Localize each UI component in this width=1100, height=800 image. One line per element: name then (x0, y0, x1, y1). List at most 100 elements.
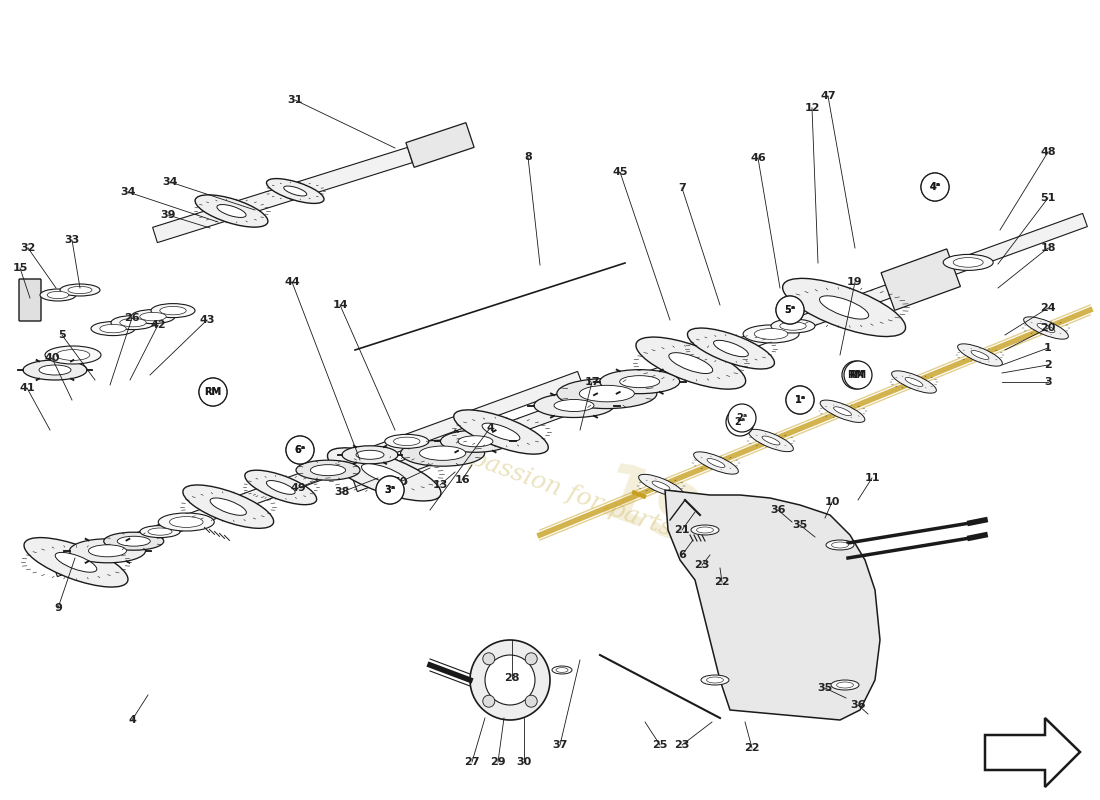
Ellipse shape (47, 291, 69, 298)
Ellipse shape (820, 296, 869, 319)
Text: 10: 10 (824, 497, 839, 507)
Circle shape (726, 408, 754, 436)
Text: 33: 33 (65, 235, 79, 245)
Text: 25: 25 (652, 740, 668, 750)
Ellipse shape (183, 485, 274, 528)
Circle shape (525, 653, 537, 665)
Text: RM: RM (849, 370, 867, 380)
Text: 46: 46 (750, 153, 766, 163)
Text: 35: 35 (817, 683, 833, 693)
Polygon shape (353, 214, 1088, 491)
Ellipse shape (580, 386, 635, 402)
Text: 32: 32 (20, 243, 35, 253)
Ellipse shape (762, 436, 780, 445)
Ellipse shape (832, 542, 848, 548)
Text: 26: 26 (124, 313, 140, 323)
Ellipse shape (696, 527, 714, 533)
Ellipse shape (419, 446, 465, 460)
Ellipse shape (394, 437, 420, 446)
Text: 37: 37 (552, 740, 568, 750)
Ellipse shape (780, 322, 806, 330)
Ellipse shape (60, 284, 100, 296)
Text: 23: 23 (674, 740, 690, 750)
Ellipse shape (55, 553, 97, 572)
Ellipse shape (111, 315, 155, 330)
Text: 5: 5 (58, 330, 66, 340)
Ellipse shape (714, 340, 748, 357)
Text: 4ᵃ: 4ᵃ (930, 182, 940, 192)
Circle shape (199, 378, 227, 406)
Text: 17: 17 (584, 377, 600, 387)
Ellipse shape (68, 286, 92, 294)
Text: 21: 21 (674, 525, 690, 535)
Ellipse shape (148, 528, 172, 535)
Text: 34: 34 (163, 177, 178, 187)
Text: 20: 20 (1041, 323, 1056, 333)
Ellipse shape (830, 680, 859, 690)
Ellipse shape (600, 370, 680, 394)
Text: 7: 7 (678, 183, 686, 193)
Ellipse shape (688, 328, 774, 369)
Circle shape (786, 386, 814, 414)
Text: 34: 34 (120, 187, 135, 197)
Ellipse shape (905, 378, 923, 386)
Text: RM: RM (205, 387, 221, 397)
Ellipse shape (556, 667, 568, 672)
Text: 5ᵃ: 5ᵃ (784, 305, 795, 315)
Ellipse shape (639, 474, 683, 497)
Ellipse shape (534, 394, 614, 418)
Circle shape (728, 404, 756, 432)
Ellipse shape (103, 532, 164, 550)
Ellipse shape (707, 458, 725, 467)
Circle shape (199, 378, 227, 406)
Text: 48: 48 (1041, 147, 1056, 157)
Text: 6ᵃ: 6ᵃ (295, 445, 306, 455)
Ellipse shape (652, 481, 670, 490)
Ellipse shape (619, 376, 660, 388)
Text: 19: 19 (847, 277, 862, 287)
Text: 43: 43 (199, 315, 214, 325)
Text: 31: 31 (287, 95, 303, 105)
Ellipse shape (482, 423, 520, 441)
Ellipse shape (958, 344, 1002, 366)
Polygon shape (881, 249, 960, 310)
Text: 4: 4 (128, 715, 136, 725)
Ellipse shape (771, 319, 815, 333)
Ellipse shape (131, 310, 175, 323)
Text: 8: 8 (524, 152, 532, 162)
Ellipse shape (971, 350, 989, 359)
Polygon shape (53, 371, 582, 577)
Text: 44: 44 (284, 277, 300, 287)
Text: 22: 22 (745, 743, 760, 753)
Ellipse shape (356, 450, 384, 459)
Text: 39: 39 (161, 210, 176, 220)
Text: 29: 29 (491, 757, 506, 767)
Text: a passion for parts: a passion for parts (444, 438, 675, 542)
Ellipse shape (120, 318, 146, 326)
Text: 23: 23 (694, 560, 710, 570)
Ellipse shape (701, 675, 729, 685)
Ellipse shape (23, 360, 87, 380)
Text: 28: 28 (504, 673, 519, 683)
Text: 4: 4 (486, 423, 494, 433)
Ellipse shape (749, 430, 793, 452)
Ellipse shape (782, 278, 905, 337)
Text: 11: 11 (865, 473, 880, 483)
Ellipse shape (892, 371, 936, 393)
Circle shape (286, 436, 313, 464)
Ellipse shape (557, 378, 657, 409)
Ellipse shape (834, 406, 851, 416)
Ellipse shape (118, 536, 151, 546)
Text: 3: 3 (1044, 377, 1052, 387)
Polygon shape (666, 490, 880, 720)
Circle shape (842, 361, 870, 389)
Text: 16: 16 (454, 475, 470, 485)
Text: 18: 18 (1041, 243, 1056, 253)
Circle shape (786, 386, 814, 414)
Ellipse shape (328, 448, 441, 501)
Ellipse shape (56, 350, 90, 360)
Text: 36: 36 (770, 505, 785, 515)
Ellipse shape (45, 346, 101, 364)
Text: 1: 1 (1044, 343, 1052, 353)
Text: RM: RM (847, 370, 865, 380)
